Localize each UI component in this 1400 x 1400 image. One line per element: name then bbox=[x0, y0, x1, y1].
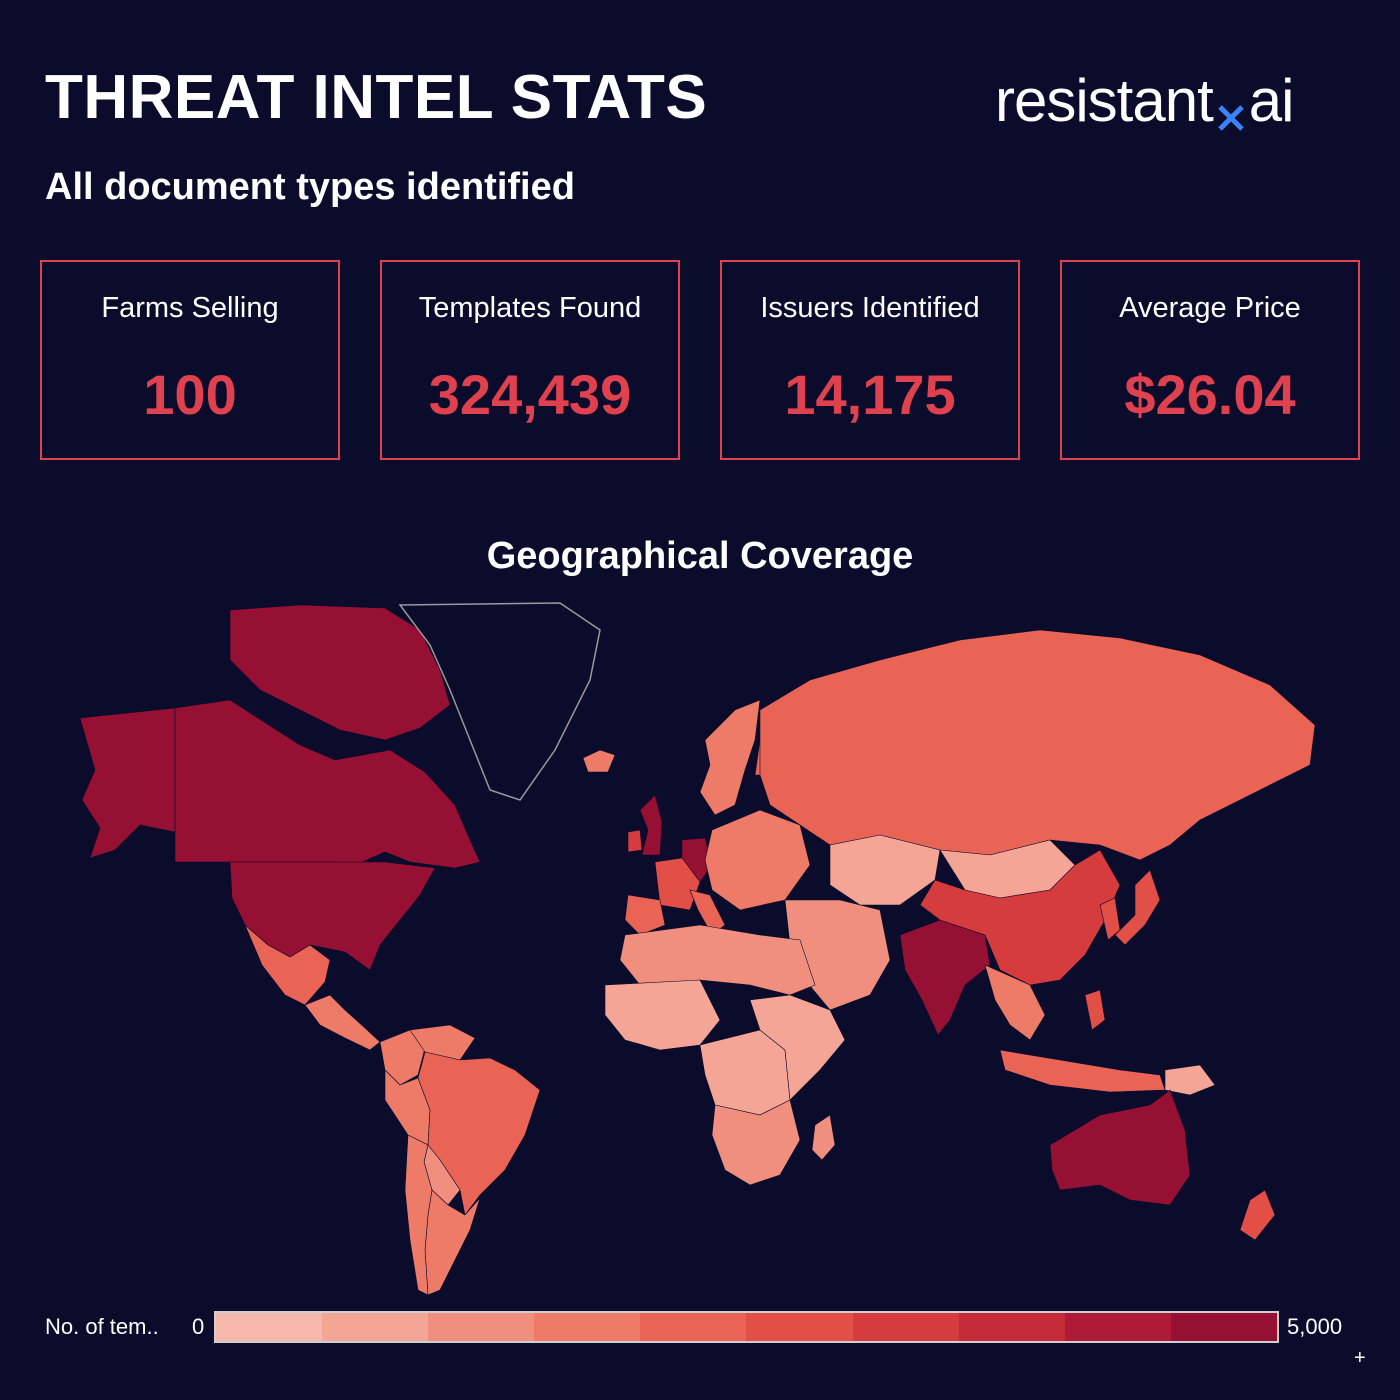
legend-step bbox=[322, 1313, 429, 1341]
region-scandinavia[interactable]: Scandinavia: 1900 bbox=[699, 699, 761, 816]
region-india[interactable]: India: 4800 bbox=[899, 919, 991, 1036]
region-chile[interactable]: Chile: 1700 bbox=[404, 1134, 433, 1296]
brand-logo[interactable]: resistant ai bbox=[995, 66, 1365, 146]
kpi-label: Average Price bbox=[1119, 292, 1301, 324]
legend-step bbox=[534, 1313, 641, 1341]
legend-step bbox=[1064, 1313, 1171, 1341]
kpi-card-price: Average Price $26.04 bbox=[1060, 260, 1360, 460]
region-russia[interactable]: Russia: 2200 bbox=[759, 629, 1316, 861]
logo-text-left: resistant bbox=[995, 67, 1214, 134]
legend-step bbox=[746, 1313, 853, 1341]
region-japan[interactable]: Japan: 2600 bbox=[1114, 869, 1161, 946]
legend-step bbox=[428, 1313, 535, 1341]
region-canadian-arctic-archipelago[interactable]: Canadian Arctic Archipelago: 4700 bbox=[229, 604, 451, 741]
region-indonesia[interactable]: Indonesia: 2000 bbox=[999, 1049, 1166, 1093]
kpi-label: Issuers Identified bbox=[760, 292, 980, 324]
region-venezuela[interactable]: Venezuela: 1600 bbox=[409, 1024, 476, 1061]
kpi-label: Templates Found bbox=[418, 292, 642, 324]
kpi-card-templates: Templates Found 324,439 bbox=[380, 260, 680, 460]
legend-step bbox=[640, 1313, 747, 1341]
page-subtitle: All document types identified bbox=[45, 166, 575, 208]
kpi-value: 100 bbox=[143, 363, 237, 426]
kpi-value: 324,439 bbox=[428, 363, 632, 426]
legend-min-label: 0 bbox=[192, 1314, 205, 1339]
legend-step bbox=[958, 1313, 1065, 1341]
legend-max-label: 5,000 bbox=[1287, 1314, 1343, 1339]
legend-step bbox=[216, 1313, 323, 1341]
region-spain[interactable]: Spain: 2400 bbox=[624, 894, 666, 936]
region-central-america[interactable]: Central America: 1900 bbox=[304, 994, 381, 1051]
region-philippines[interactable]: Philippines: 2600 bbox=[1084, 989, 1106, 1031]
region-southern-africa[interactable]: Southern Africa: 1400 bbox=[711, 1099, 801, 1186]
legend-title: No. of tem.. bbox=[45, 1314, 159, 1339]
legend-step bbox=[1170, 1313, 1277, 1341]
legend-more-label: + bbox=[1354, 1347, 1366, 1369]
region-madagascar[interactable]: Madagascar: 1000 bbox=[811, 1114, 836, 1161]
world-map: Alaska: 5000Canada: 4700Canadian Arctic … bbox=[79, 602, 1316, 1296]
kpi-card-farms: Farms Selling 100 bbox=[40, 260, 340, 460]
kpi-card-issuers: Issuers Identified 14,175 bbox=[720, 260, 1020, 460]
color-legend bbox=[214, 1311, 1279, 1343]
kpi-value: 14,175 bbox=[784, 363, 956, 426]
region-eastern-europe[interactable]: Eastern Europe: 1800 bbox=[704, 809, 811, 911]
region-papua-new-guinea[interactable]: Papua New Guinea: 900 bbox=[1164, 1064, 1216, 1096]
region-ireland[interactable]: Ireland: 3000 bbox=[627, 829, 643, 853]
region-southeast-asia[interactable]: Southeast Asia: 1800 bbox=[984, 964, 1046, 1041]
page-title: THREAT INTEL STATS bbox=[45, 63, 708, 132]
region-australia[interactable]: Australia: 5000 bbox=[1049, 1089, 1191, 1206]
region-china[interactable]: China: 3400 bbox=[919, 849, 1121, 986]
region-canada[interactable]: Canada: 4700 bbox=[174, 699, 481, 869]
region-united-kingdom[interactable]: United Kingdom: 4800 bbox=[639, 794, 663, 856]
region-kazakhstan[interactable]: Kazakhstan: 900 bbox=[829, 834, 941, 906]
region-brazil[interactable]: Brazil: 2000 bbox=[417, 1051, 541, 1216]
logo-x-icon bbox=[1213, 66, 1249, 146]
region-west-africa[interactable]: West Africa: 500 bbox=[604, 979, 721, 1051]
region-greenland[interactable]: Greenland: 0 bbox=[398, 602, 601, 801]
region-alaska[interactable]: Alaska: 5000 bbox=[79, 707, 176, 859]
kpi-value: $26.04 bbox=[1124, 363, 1296, 426]
kpi-label: Farms Selling bbox=[101, 292, 279, 324]
region-iceland[interactable]: Iceland: 1500 bbox=[582, 749, 616, 773]
region-mexico[interactable]: Mexico: 2300 bbox=[244, 924, 331, 1006]
logo-text-right: ai bbox=[1248, 67, 1295, 134]
legend-step bbox=[852, 1313, 959, 1341]
map-title: Geographical Coverage bbox=[486, 535, 914, 577]
region-new-zealand[interactable]: New Zealand: 2700 bbox=[1239, 1189, 1276, 1241]
